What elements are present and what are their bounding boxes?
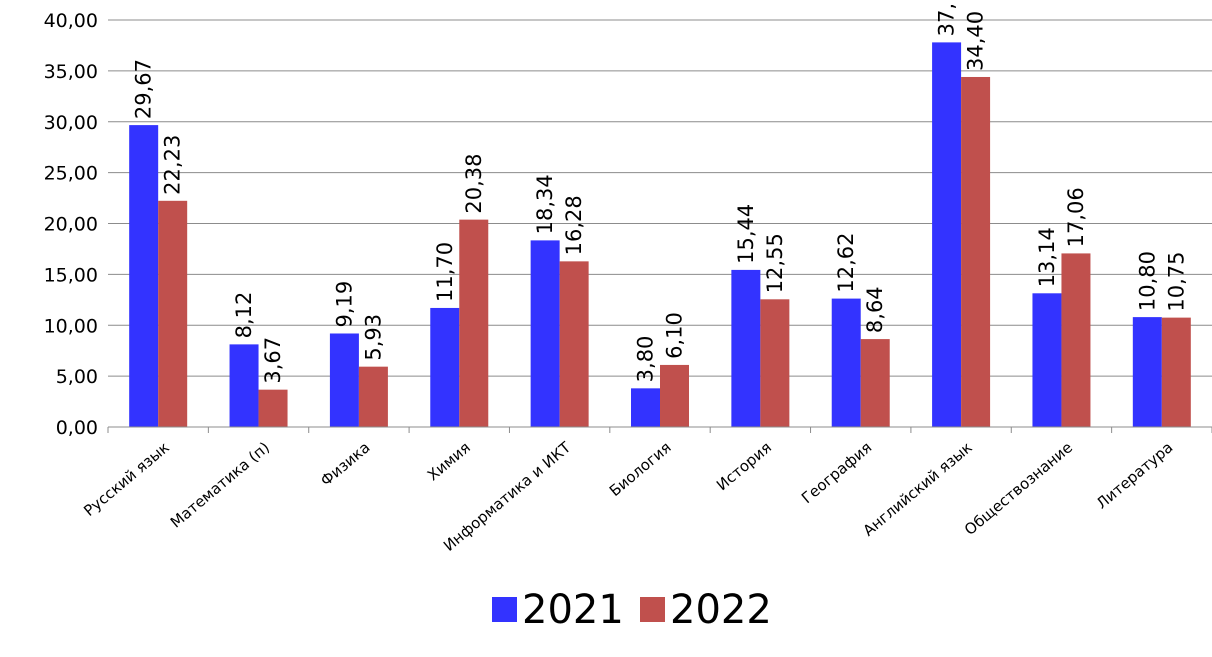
category-label: Физика	[317, 438, 373, 489]
x-axis	[107, 426, 1212, 433]
y-tick-label: 40,00	[44, 10, 98, 32]
data-label: 37,	[935, 3, 959, 36]
data-label: 20,38	[462, 154, 486, 214]
bar-2021	[329, 333, 359, 427]
y-tick-label: 0,00	[56, 417, 98, 439]
y-tick-label: 10,00	[44, 315, 98, 337]
data-label: 12,55	[763, 233, 787, 293]
data-label: 8,12	[232, 292, 256, 339]
legend-swatch	[492, 597, 517, 622]
y-tick-label: 5,00	[56, 366, 98, 388]
y-tick-label: 20,00	[44, 214, 98, 236]
bar-2022	[258, 389, 288, 427]
bar-2021	[1132, 317, 1162, 427]
data-label: 13,14	[1035, 227, 1059, 287]
bars	[129, 42, 1191, 427]
bar-2022	[860, 339, 890, 427]
bar-2022	[1061, 253, 1091, 427]
bar-2021	[129, 125, 159, 427]
grid-lines	[108, 19, 1212, 377]
y-tick-label: 30,00	[44, 112, 98, 134]
category-label: Математика (п)	[167, 438, 273, 531]
bar-2022	[559, 261, 589, 427]
data-label: 11,70	[433, 242, 457, 302]
y-tick-label: 25,00	[44, 163, 98, 185]
category-label: Биология	[606, 438, 675, 500]
bar-2021	[530, 240, 560, 427]
data-label: 12,62	[834, 232, 858, 292]
bar-2021	[932, 42, 962, 427]
data-label: 3,67	[261, 337, 285, 384]
bar-2022	[961, 76, 991, 427]
legend-swatch	[640, 597, 665, 622]
category-label: Русский язык	[80, 438, 173, 520]
y-tick-label: 35,00	[44, 61, 98, 83]
legend-label: 2021	[522, 587, 624, 633]
bar-2022	[459, 219, 489, 427]
legend-label: 2022	[670, 587, 772, 633]
bar-2021	[1032, 293, 1062, 427]
data-label: 34,40	[964, 11, 988, 71]
data-label: 3,80	[634, 336, 658, 383]
y-tick-label: 15,00	[44, 264, 98, 286]
category-label: История	[713, 438, 775, 494]
bar-2021	[229, 344, 259, 427]
bar-2021	[831, 298, 861, 427]
legend: 2021 2022	[492, 587, 772, 633]
data-label: 29,67	[132, 59, 156, 119]
bar-2022	[358, 366, 388, 427]
data-label: 5,93	[361, 314, 385, 361]
bar-2022	[760, 299, 790, 427]
bar-2022	[1161, 317, 1191, 427]
bar-2021	[731, 269, 761, 427]
data-label: 6,10	[663, 312, 687, 359]
data-label: 17,06	[1064, 187, 1088, 247]
bar-2022	[158, 200, 188, 427]
category-label: Обществознание	[961, 438, 1076, 539]
data-label: 10,75	[1164, 251, 1188, 311]
data-label: 22,23	[161, 135, 185, 195]
data-label: 9,19	[332, 281, 356, 328]
category-label: Английский язык	[860, 438, 976, 540]
y-axis-ticks: 0,00 5,00 10,00 15,00 20,00 25,00 30,00 35,00 40…	[44, 10, 98, 439]
data-label: 15,44	[734, 204, 758, 264]
bar-2021	[430, 307, 460, 427]
category-label: Химия	[424, 438, 474, 484]
bar-2021	[631, 388, 660, 427]
data-label: 16,28	[562, 195, 586, 255]
data-label: 8,64	[863, 286, 887, 333]
category-label: Литература	[1093, 438, 1177, 512]
data-label: 10,80	[1135, 251, 1159, 311]
data-label: 18,34	[533, 174, 557, 234]
bar-2022	[660, 364, 689, 427]
category-label: География	[798, 438, 875, 507]
